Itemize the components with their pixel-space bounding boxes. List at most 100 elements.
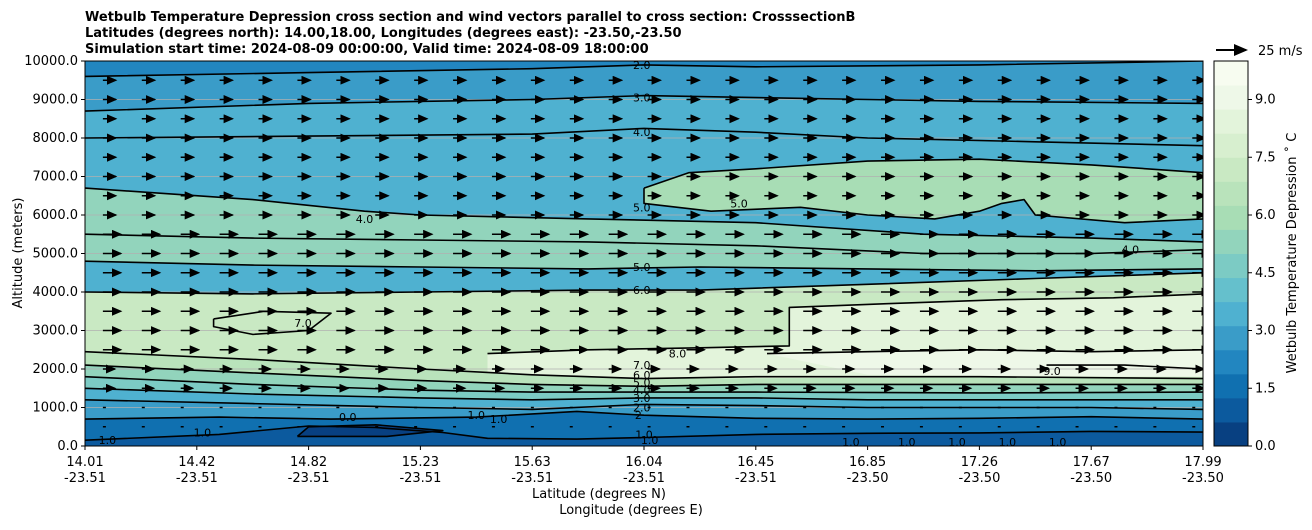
contour-label-13: 5.0 (633, 376, 651, 389)
contour-line-4 (85, 375, 1203, 394)
colorbar-tick-label-5: 7.5 (1255, 150, 1276, 165)
x-tick-label-lat-6: 16.45 (737, 455, 774, 470)
y-tick-label-2: 2000.0 (33, 362, 79, 377)
x-tick-label-lon-7: -23.50 (847, 471, 889, 486)
x-tick-label-lon-4: -23.51 (511, 471, 553, 486)
x-tick-label-lat-7: 16.85 (849, 455, 886, 470)
y-tick-label-7: 7000.0 (33, 170, 79, 185)
contour-line-13 (643, 158, 1203, 224)
x-tick-label-lon-0: -23.51 (64, 471, 106, 486)
fill-band-upper-mid (85, 188, 1203, 271)
contour-label-10: 8.0 (669, 348, 687, 361)
contour-label-30: 2 (635, 409, 642, 422)
contour-line-18 (85, 61, 1203, 78)
contour-line-1 (85, 410, 1203, 420)
contour-label-17: 9.0 (1043, 365, 1061, 378)
contour-label-2: 4.0 (633, 126, 651, 139)
colorbar-tick-label-1: 1.5 (1255, 381, 1276, 396)
contour-label-1: 3.0 (633, 92, 651, 105)
x-tick-label-lat-0: 14.01 (66, 455, 103, 470)
x-tick-label-lon-2: -23.51 (288, 471, 330, 486)
colorbar-swatch-0 (1214, 421, 1248, 447)
x-tick-label-lon-10: -23.50 (1182, 471, 1224, 486)
colorbar-swatch-1 (1214, 397, 1248, 423)
x-axis-label-lat: Latitude (degrees N) (532, 487, 666, 502)
colorbar-tick-label-2: 3.0 (1255, 324, 1276, 339)
chart-title-line-2: Latitudes (degrees north): 14.00,18.00, … (85, 26, 682, 41)
x-tick-label-lat-1: 14.42 (178, 455, 215, 470)
colorbar-swatch-14 (1214, 85, 1248, 110)
y-tick-label-4: 4000.0 (33, 285, 79, 300)
y-tick-label-6: 6000.0 (33, 208, 79, 223)
contour-label-14: 4.0 (633, 384, 651, 397)
colorbar-tick-label-4: 6.0 (1255, 208, 1276, 223)
colorbar-tick-label-0: 0.0 (1255, 439, 1276, 454)
plot-area: 2.03.04.05.0 5.04.04.05.06.07.08.07.06.05… (85, 59, 1203, 449)
x-tick-label-lat-8: 17.26 (961, 455, 998, 470)
contour-label-19: 1.0 (468, 409, 486, 422)
contour-line-5 (85, 364, 1203, 388)
colorbar-tick-label-6: 9.0 (1255, 93, 1276, 108)
y-tick-label-9: 9000.0 (33, 93, 79, 108)
contour-label-6: 4.0 (1122, 244, 1140, 257)
contour-label-3: 5.0 (633, 201, 651, 214)
x-tick-label-lat-9: 17.67 (1073, 455, 1110, 470)
colorbar-swatch-9 (1214, 205, 1248, 230)
y-tick-label-1: 1000.0 (33, 401, 79, 416)
x-tick-label-lat-2: 14.82 (290, 455, 327, 470)
colorbar-tick-label-3: 4.5 (1255, 266, 1276, 281)
y-tick-label-10: 10000.0 (24, 54, 78, 69)
wind-reference-label: 25 m/s (1258, 44, 1303, 59)
contour-labels: 2.03.04.05.0 5.04.04.05.06.07.08.07.06.05… (99, 59, 1140, 449)
contour-label-8: 6.0 (633, 284, 651, 297)
x-tick-label-lat-3: 15.23 (402, 455, 439, 470)
colorbar-swatch-6 (1214, 277, 1248, 303)
colorbar-swatch-13 (1214, 109, 1248, 134)
y-axis: 0.0 1000.0 2000.0 3000.0 4000.0 5000.0 6000.0 7… (24, 54, 85, 454)
contour-label-4: 5.0 (730, 197, 748, 210)
colorbar-swatch-5 (1214, 301, 1248, 327)
colorbar-swatch-3 (1214, 349, 1248, 375)
x-tick-label-lat-4: 15.63 (514, 455, 551, 470)
x-tick-label-lon-3: -23.51 (399, 471, 441, 486)
contour-label-12: 6.0 (633, 369, 651, 382)
contour-label-16: 2.0 (633, 402, 651, 415)
y-tick-label-8: 8000.0 (33, 131, 79, 146)
contour-label-11: 7.0 (633, 359, 651, 372)
y-tick-label-5: 5000.0 (33, 247, 79, 262)
fill-band-max (767, 349, 1203, 377)
colorbar-swatch-8 (1214, 229, 1248, 254)
colorbar-swatch-2 (1214, 373, 1248, 399)
contour-label-20: 1.0 (490, 413, 508, 426)
contour-line-19 (296, 424, 444, 438)
contour-line-14 (85, 187, 1203, 243)
wind-vectors (102, 75, 1203, 428)
contour-line-11 (85, 272, 1203, 295)
contour-label-9: 7.0 (294, 317, 312, 330)
contour-label-27: 1.0 (948, 436, 966, 449)
contour-label-25: 1.0 (842, 436, 860, 449)
contour-label-24: 1.0 (641, 434, 659, 447)
x-tick-label-lat-5: 16.04 (625, 455, 662, 470)
contour-label-0: 2.0 (633, 59, 651, 72)
contour-line-15 (85, 233, 1203, 255)
contour-label-7: 5.0 (633, 261, 651, 274)
contour-line-6 (85, 350, 1203, 380)
x-axis-label-lon: Longitude (degrees E) (559, 503, 703, 518)
x-tick-label-lon-1: -23.51 (176, 471, 218, 486)
colorbar-label: Wetbulb Temperature Depression ˚ C (1284, 133, 1300, 374)
fill-band-top-3 (85, 61, 1203, 112)
colorbar-swatch-15 (1214, 61, 1248, 86)
chart-title-line-1: Wetbulb Temperature Depression cross sec… (85, 10, 855, 25)
x-tick-label-lat-10: 17.99 (1184, 455, 1221, 470)
chart-title-line-3: Simulation start time: 2024-08-09 00:00:… (85, 42, 649, 57)
contour-line-2 (85, 399, 1203, 411)
contour-line-3 (85, 387, 1203, 401)
colorbar-swatch-7 (1214, 253, 1248, 279)
y-tick-label-0: 0.0 (57, 439, 78, 454)
contour-label-22: 1.0 (99, 434, 117, 447)
fill-band-closed (644, 159, 1203, 223)
colorbar-swatch-10 (1214, 181, 1248, 206)
x-tick-label-lon-5: -23.51 (623, 471, 665, 486)
